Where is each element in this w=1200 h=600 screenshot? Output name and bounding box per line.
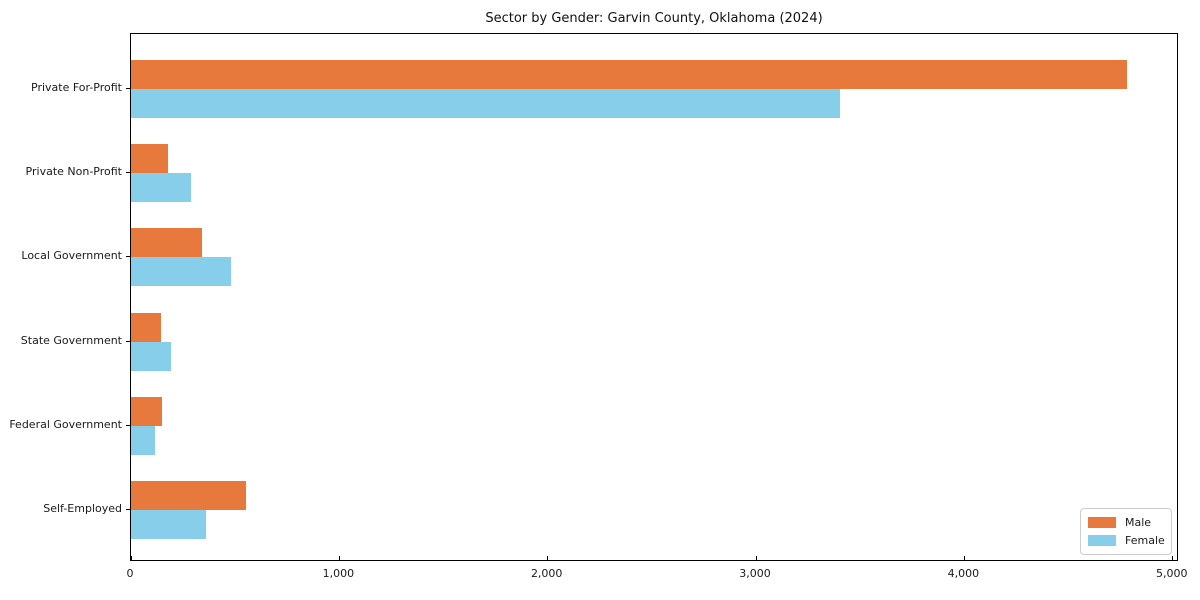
- y-tick-mark: [126, 509, 130, 510]
- legend-entry-female: Female: [1088, 534, 1165, 547]
- plot-area: Male Female: [130, 33, 1178, 561]
- x-tick-label-5000: 5,000: [1155, 567, 1188, 580]
- bar-female-state-government: [131, 341, 171, 371]
- x-tick-mark: [547, 556, 549, 560]
- bar-male-private-non-profit: [131, 144, 169, 174]
- bar-female-self-employed: [131, 510, 206, 539]
- x-tick-mark: [1172, 556, 1174, 560]
- legend-label-male: Male: [1125, 516, 1152, 529]
- y-tick-label-private-for-profit: Private For-Profit: [31, 81, 122, 94]
- legend: Male Female: [1080, 508, 1172, 555]
- x-tick-label-2000: 2,000: [530, 567, 563, 580]
- x-tick-mark: [338, 556, 340, 560]
- legend-label-female: Female: [1125, 534, 1165, 547]
- bar-male-federal-government: [131, 396, 163, 426]
- y-tick-mark: [126, 172, 130, 174]
- y-tick-mark: [126, 424, 130, 426]
- bar-female-federal-government: [131, 425, 155, 455]
- legend-entry-male: Male: [1088, 516, 1163, 529]
- x-tick-label-4000: 4,000: [947, 567, 980, 580]
- y-tick-mark: [126, 256, 130, 258]
- x-tick-mark: [963, 556, 965, 560]
- bar-male-self-employed: [131, 481, 247, 510]
- bar-female-local-government: [131, 257, 231, 287]
- y-tick-mark: [126, 88, 130, 89]
- y-tick-label-local-government: Local Government: [21, 249, 122, 263]
- legend-swatch-female: [1088, 535, 1116, 546]
- bar-male-private-for-profit: [131, 60, 1128, 89]
- chart-title: Sector by Gender: Garvin County, Oklahom…: [485, 11, 823, 26]
- y-tick-label-state-government: State Government: [20, 333, 122, 347]
- x-tick-label-0: 0: [126, 567, 134, 580]
- y-tick-label-federal-government: Federal Government: [9, 417, 122, 431]
- x-tick-mark: [755, 556, 757, 560]
- bar-male-state-government: [131, 312, 162, 342]
- bar-female-private-for-profit: [131, 89, 841, 118]
- y-tick-mark: [126, 340, 130, 342]
- x-tick-mark: [130, 556, 132, 560]
- y-tick-label-self-employed: Self-Employed: [43, 502, 122, 515]
- y-tick-label-private-non-profit: Private Non-Profit: [25, 165, 122, 179]
- x-tick-label-1000: 1,000: [322, 567, 355, 580]
- bar-male-local-government: [131, 228, 202, 258]
- bar-female-private-non-profit: [131, 173, 192, 203]
- x-tick-label-3000: 3,000: [739, 567, 771, 580]
- legend-swatch-male: [1088, 517, 1116, 528]
